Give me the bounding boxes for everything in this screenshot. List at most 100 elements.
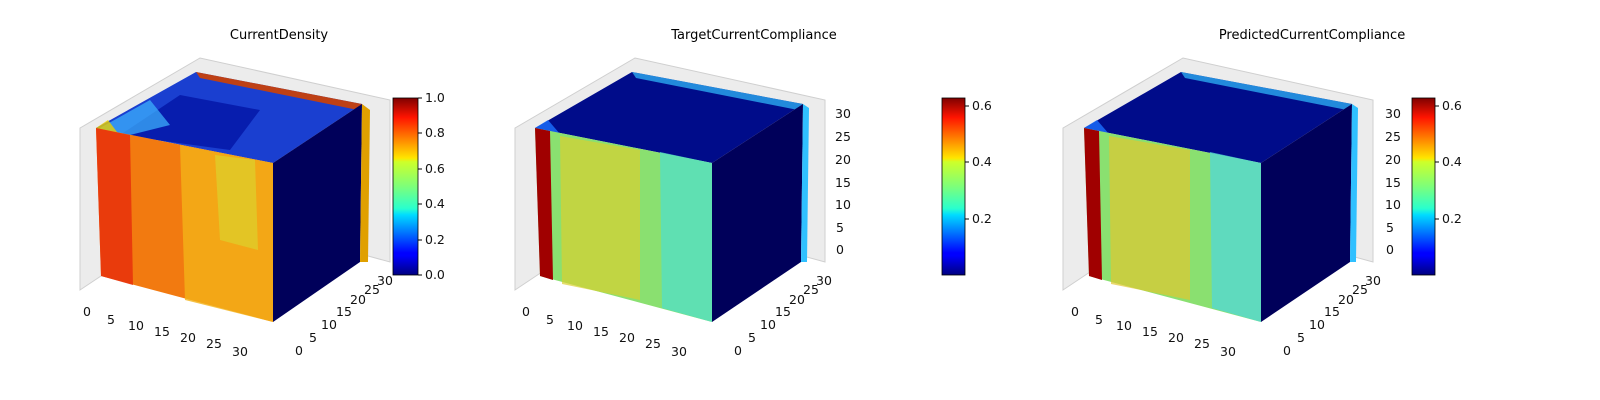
y-tick: 0 (734, 343, 742, 358)
y-tick: 25 (1352, 282, 1368, 297)
z-tick: 25 (1385, 129, 1401, 144)
y-tick: 15 (775, 304, 791, 319)
y-tick: 15 (336, 304, 352, 319)
colorbar-tick: 0.2 (425, 232, 445, 247)
colorbar-ticks: 0.2 0.4 0.6 (965, 98, 992, 226)
z-tick: 0 (1386, 242, 1394, 257)
cube (535, 72, 809, 322)
colorbar-gradient (1411, 97, 1436, 276)
x-tick: 20 (180, 330, 196, 345)
z-tick: 15 (835, 175, 851, 190)
panel-current-density: CurrentDensity 0 (79, 28, 445, 359)
x-tick: 10 (128, 318, 144, 333)
y-tick: 5 (748, 330, 756, 345)
x-tick: 25 (645, 336, 661, 351)
x-tick: 5 (546, 312, 554, 327)
z-tick: 5 (1386, 220, 1394, 235)
z-tick: 10 (835, 197, 851, 212)
x-tick: 0 (522, 304, 530, 319)
colorbar-tick: 0.2 (972, 211, 992, 226)
x-tick: 0 (83, 304, 91, 319)
y-tick: 5 (1297, 330, 1305, 345)
x-tick: 25 (206, 336, 222, 351)
colorbar-tick: 0.6 (1442, 98, 1462, 113)
colorbar: 0.2 0.4 0.6 (941, 97, 992, 276)
z-axis-ticks: 0 5 10 15 20 25 30 (835, 106, 851, 257)
z-tick: 30 (1385, 106, 1401, 121)
y-tick: 10 (1309, 317, 1325, 332)
colorbar-ticks: 0.0 0.2 0.4 0.6 0.8 1.0 (418, 90, 445, 282)
y-tick: 30 (1365, 273, 1381, 288)
cube-side-face (273, 104, 362, 322)
y-tick: 0 (295, 343, 303, 358)
cube-side-face (712, 104, 803, 322)
x-axis-ticks: 0 5 10 15 20 25 30 (83, 304, 248, 359)
y-tick: 30 (377, 273, 393, 288)
x-tick: 30 (232, 344, 248, 359)
y-tick: 10 (760, 317, 776, 332)
panel-target-current-compliance: TargetCurrentCompliance 0 5 10 15 20 25 … (514, 28, 992, 359)
cube (1084, 72, 1358, 322)
axes-3d-box (79, 57, 391, 322)
colorbar-tick: 0.6 (972, 98, 992, 113)
panel-title: TargetCurrentCompliance (670, 28, 837, 43)
x-tick: 15 (593, 324, 609, 339)
x-tick: 10 (1116, 318, 1132, 333)
z-tick: 20 (1385, 152, 1401, 167)
x-tick: 15 (154, 324, 170, 339)
y-axis-ticks: 0 5 10 15 20 25 30 (295, 273, 393, 358)
x-tick: 20 (1168, 330, 1184, 345)
colorbar: 0.2 0.4 0.6 (1411, 97, 1462, 276)
y-tick: 5 (309, 330, 317, 345)
x-tick: 20 (619, 330, 635, 345)
axes-3d-box (1062, 57, 1374, 322)
z-tick: 0 (836, 242, 844, 257)
colorbar-tick: 0.4 (425, 196, 445, 211)
y-axis-ticks: 0 5 10 15 20 25 30 (734, 273, 832, 358)
y-tick: 15 (1324, 304, 1340, 319)
colorbar-tick: 0.6 (425, 161, 445, 176)
x-tick: 5 (1095, 312, 1103, 327)
axes-3d-box (514, 57, 826, 322)
y-tick: 20 (789, 292, 805, 307)
x-tick: 0 (1071, 304, 1079, 319)
y-tick: 20 (1338, 292, 1354, 307)
z-tick: 5 (836, 220, 844, 235)
y-tick: 20 (350, 292, 366, 307)
colorbar-tick: 1.0 (425, 90, 445, 105)
x-tick: 25 (1194, 336, 1210, 351)
panel-title: PredictedCurrentCompliance (1219, 28, 1405, 43)
cube-side-face (1261, 104, 1352, 322)
z-tick: 15 (1385, 175, 1401, 190)
x-tick: 30 (671, 344, 687, 359)
colorbar-gradient (941, 97, 966, 276)
y-tick: 10 (321, 317, 337, 332)
z-axis-ticks: 0 5 10 15 20 25 30 (1385, 106, 1401, 257)
x-tick: 5 (107, 312, 115, 327)
y-tick: 25 (364, 282, 380, 297)
x-axis-ticks: 0 5 10 15 20 25 30 (1071, 304, 1236, 359)
y-tick: 0 (1283, 343, 1291, 358)
colorbar-tick: 0.4 (972, 154, 992, 169)
x-tick: 10 (567, 318, 583, 333)
colorbar-tick: 0.8 (425, 125, 445, 140)
z-tick: 20 (835, 152, 851, 167)
x-tick: 15 (1142, 324, 1158, 339)
colorbar-gradient (392, 97, 419, 276)
z-tick: 10 (1385, 197, 1401, 212)
colorbar: 0.0 0.2 0.4 0.6 0.8 1.0 (392, 90, 445, 282)
colorbar-tick: 0.4 (1442, 154, 1462, 169)
panel-title: CurrentDensity (230, 28, 329, 43)
colorbar-tick: 0.0 (425, 267, 445, 282)
y-axis-ticks: 0 5 10 15 20 25 30 (1283, 273, 1381, 358)
y-tick: 25 (803, 282, 819, 297)
z-tick: 30 (835, 106, 851, 121)
cube (96, 72, 370, 322)
colorbar-ticks: 0.2 0.4 0.6 (1435, 98, 1462, 226)
z-tick: 25 (835, 129, 851, 144)
x-tick: 30 (1220, 344, 1236, 359)
x-axis-ticks: 0 5 10 15 20 25 30 (522, 304, 687, 359)
y-tick: 30 (816, 273, 832, 288)
panel-predicted-current-compliance: PredictedCurrentCompliance 0 5 10 15 20 … (1062, 28, 1462, 359)
